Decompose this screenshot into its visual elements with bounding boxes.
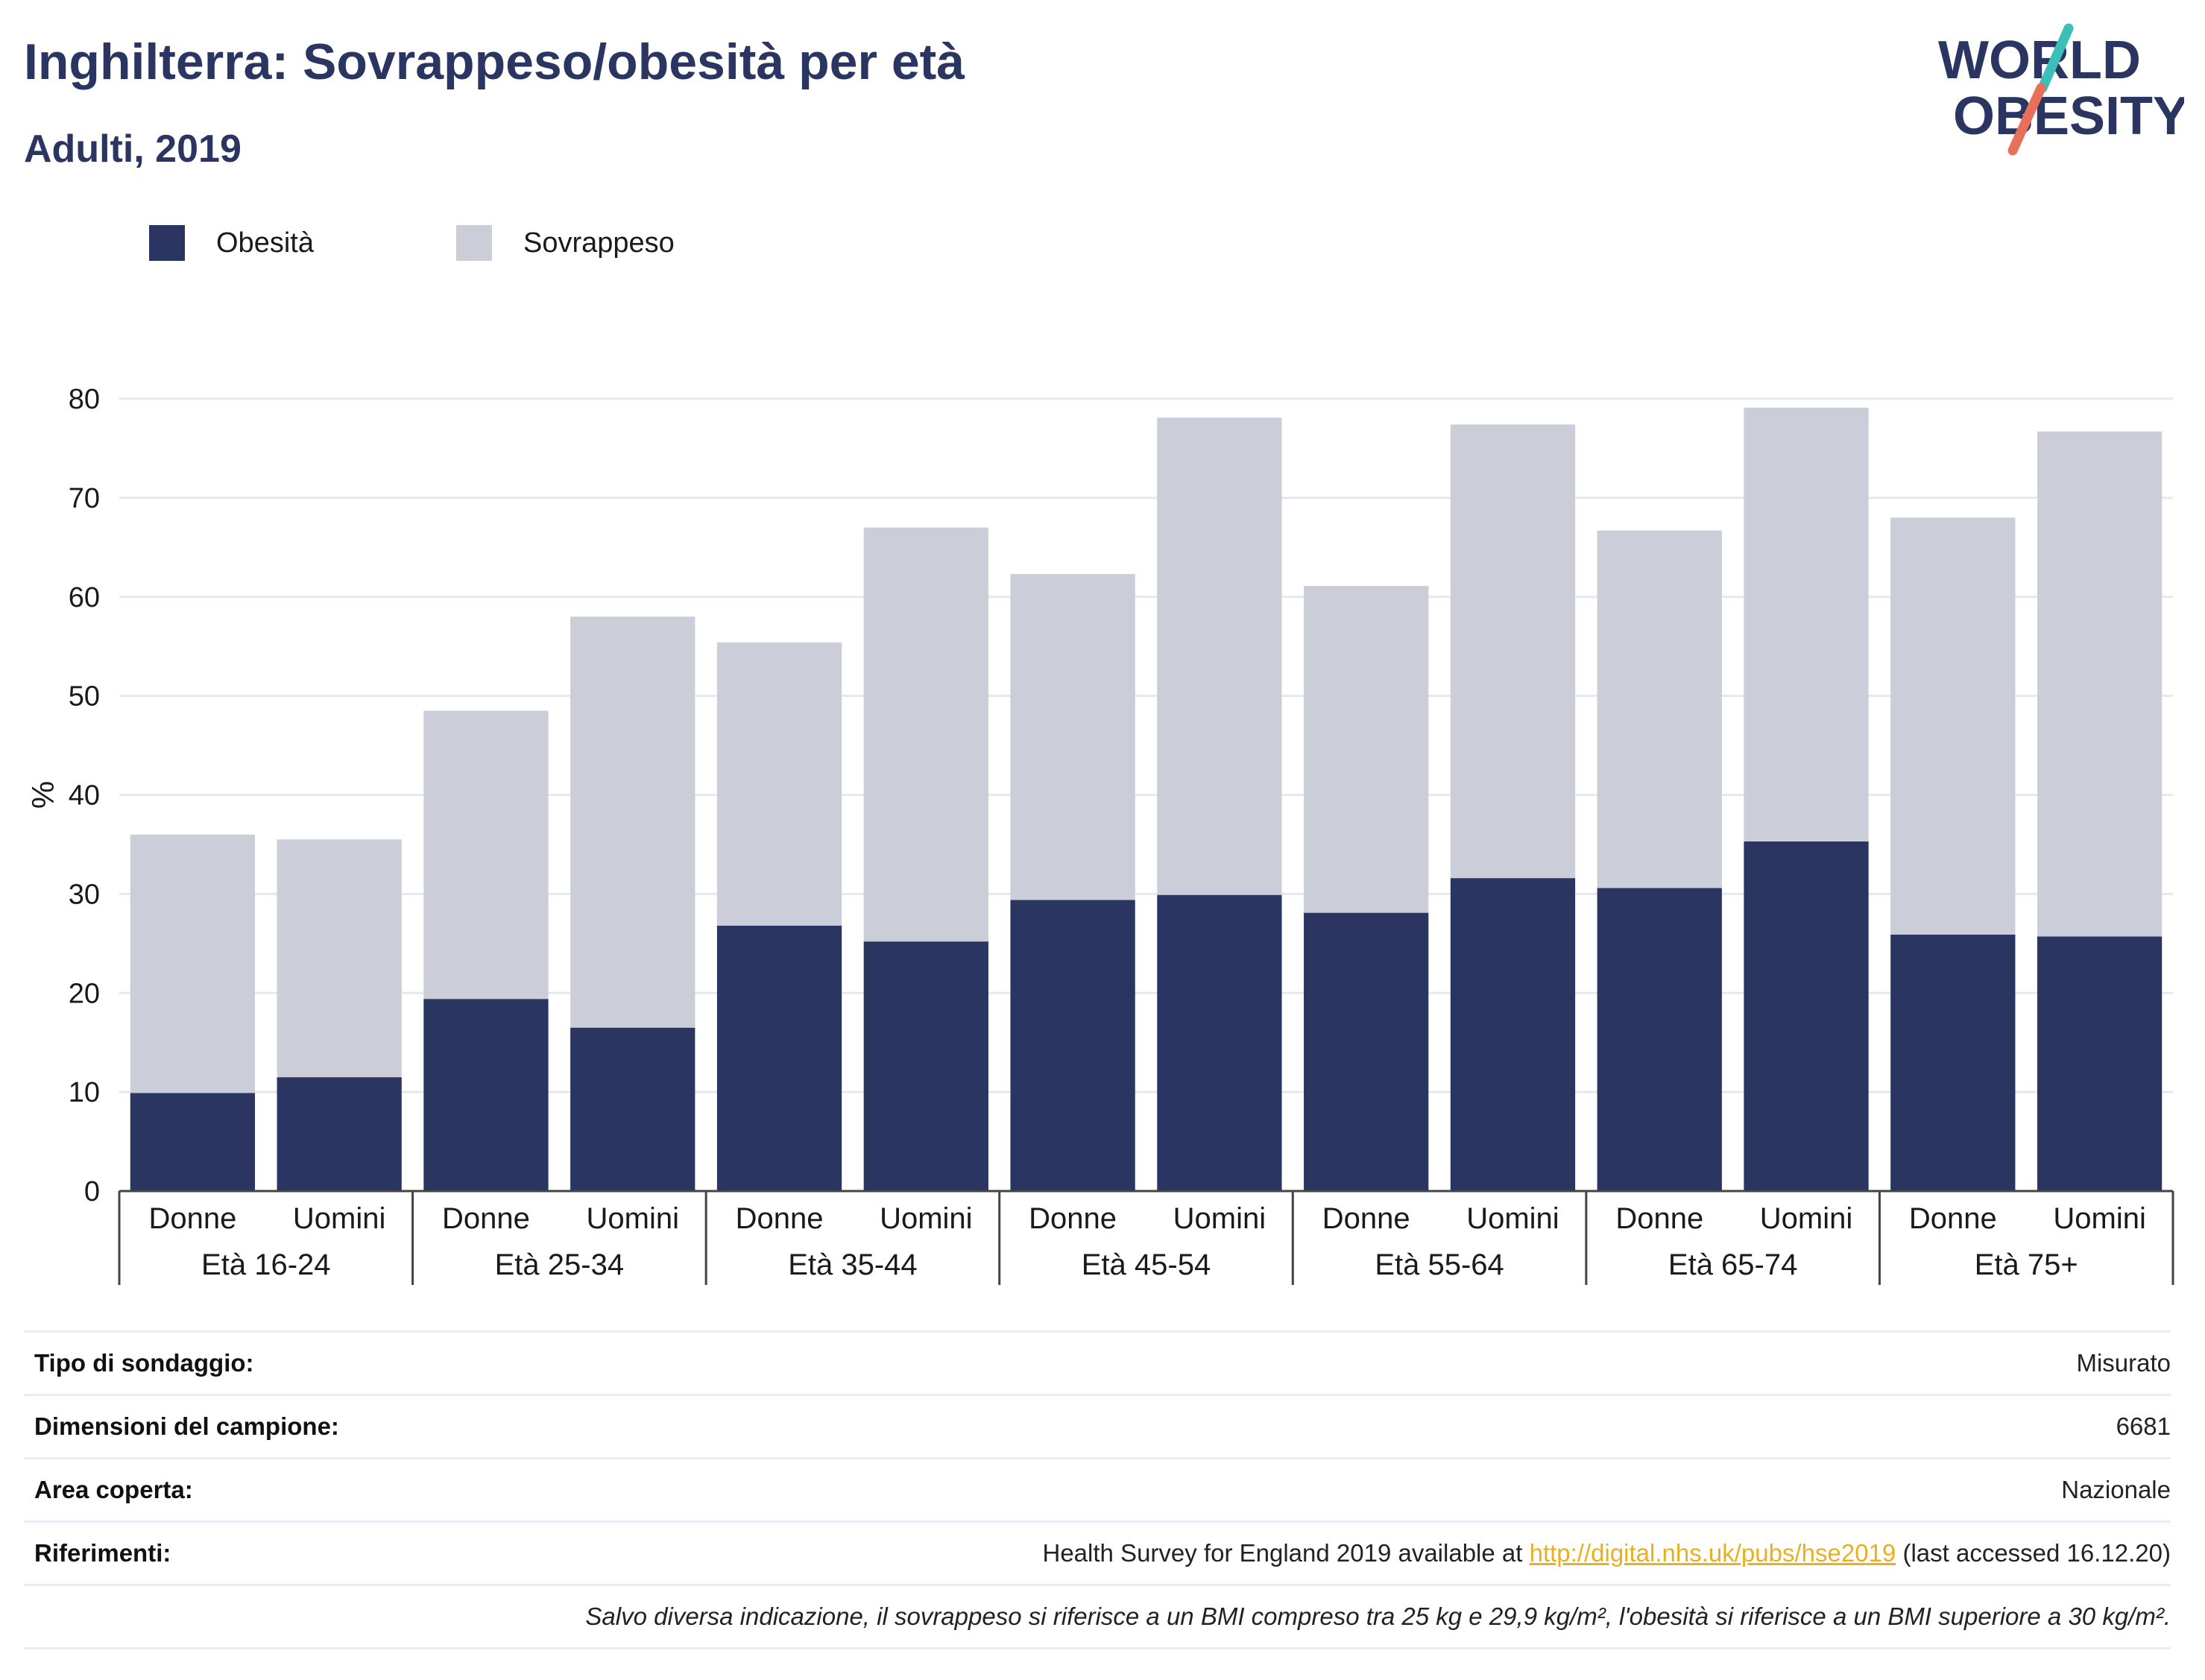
- bar-obesita: [1744, 841, 1869, 1191]
- page-title: Inghilterra: Sovrappeso/obesità per età: [24, 34, 965, 90]
- x-tick-label: Uomini: [2053, 1202, 2145, 1235]
- bar-sovrappeso: [1450, 424, 1576, 879]
- bar-sovrappeso: [277, 839, 402, 1078]
- x-tick-label: Uomini: [1466, 1202, 1559, 1235]
- legend-label-obesita: Obesità: [216, 227, 314, 259]
- group-label: Età 35-44: [788, 1248, 917, 1281]
- group-label: Età 16-24: [201, 1248, 330, 1281]
- x-tick-label: Uomini: [293, 1202, 385, 1235]
- bar-sovrappeso: [2037, 431, 2163, 937]
- references-prefix: Health Survey for England 2019 available…: [1042, 1539, 1530, 1567]
- y-tick-label: 40: [69, 780, 100, 812]
- bar-sovrappeso: [1157, 417, 1282, 895]
- bar-obesita: [1157, 894, 1282, 1191]
- bar-obesita: [130, 1093, 256, 1191]
- bar-sovrappeso: [1890, 517, 2016, 935]
- bar-obesita: [1890, 934, 2016, 1191]
- info-row-survey-type: Tipo di sondaggio: Misurato: [24, 1330, 2171, 1394]
- bar-obesita: [2037, 936, 2163, 1191]
- info-value: Misurato: [2076, 1349, 2171, 1377]
- bmi-note: Salvo diversa indicazione, il sovrappeso…: [585, 1602, 2171, 1630]
- stacked-bar-chart: 0 10 20 30 40 50 60 70 80% Donne Uomini Donne Uomini…: [25, 384, 2174, 1285]
- y-tick-label: 50: [69, 681, 100, 713]
- legend-swatch-obesita: [149, 225, 185, 261]
- bar-obesita: [423, 999, 549, 1191]
- group-label: Età 65-74: [1668, 1248, 1797, 1281]
- info-table: Tipo di sondaggio: Misurato Dimensioni d…: [24, 1330, 2171, 1649]
- y-tick-label: 0: [84, 1176, 100, 1207]
- y-tick-label: 70: [69, 483, 100, 514]
- group-label: Età 75+: [1975, 1248, 2078, 1281]
- x-tick-label: Donne: [442, 1202, 530, 1235]
- group-label: Età 55-64: [1375, 1248, 1504, 1281]
- logo-line-1: WORLD: [1938, 31, 2141, 90]
- x-tick-label: Donne: [736, 1202, 824, 1235]
- legend-swatch-sovrappeso: [456, 225, 492, 261]
- bar-sovrappeso: [130, 834, 256, 1093]
- logo-line-2: OBESITY: [1953, 86, 2184, 146]
- bar-obesita: [570, 1027, 695, 1191]
- bar-sovrappeso: [570, 616, 695, 1028]
- x-tick-label: Uomini: [1760, 1202, 1852, 1235]
- bar-sovrappeso: [1010, 574, 1135, 900]
- bar-sovrappeso: [1304, 586, 1429, 913]
- info-label: Tipo di sondaggio:: [34, 1349, 254, 1377]
- y-tick-label: 30: [69, 879, 100, 910]
- info-row-references: Riferimenti: Health Survey for England 2…: [24, 1520, 2171, 1584]
- bar-sovrappeso: [863, 527, 988, 942]
- info-label: Riferimenti:: [34, 1539, 171, 1567]
- page-subtitle: Adulti, 2019: [24, 127, 242, 171]
- info-row-area: Area coperta: Nazionale: [24, 1457, 2171, 1520]
- x-tick-label: Donne: [1322, 1202, 1410, 1235]
- x-tick-label: Donne: [1909, 1202, 1997, 1235]
- bar-obesita: [716, 925, 842, 1191]
- bar-sovrappeso: [423, 710, 549, 1000]
- legend-label-sovrappeso: Sovrappeso: [523, 227, 675, 259]
- bar-sovrappeso: [1597, 530, 1722, 888]
- bar-obesita: [1304, 912, 1429, 1191]
- world-obesity-logo: WORLD OBESITY: [1938, 23, 2184, 156]
- bar-sovrappeso: [716, 642, 842, 926]
- x-tick-label: Donne: [1029, 1202, 1117, 1235]
- info-label: Area coperta:: [34, 1476, 193, 1503]
- x-tick-label: Donne: [148, 1202, 236, 1235]
- references-link[interactable]: http://digital.nhs.uk/pubs/hse2019: [1529, 1539, 1896, 1567]
- group-label: Età 25-34: [495, 1248, 624, 1281]
- info-value: Nazionale: [2061, 1476, 2171, 1503]
- x-tick-label: Uomini: [1173, 1202, 1266, 1235]
- bar-obesita: [277, 1077, 402, 1191]
- y-tick-label: 20: [69, 978, 100, 1009]
- bar-sovrappeso: [1744, 407, 1869, 841]
- x-tick-label: Donne: [1615, 1202, 1703, 1235]
- references-suffix: (last accessed 16.12.20): [1896, 1539, 2171, 1567]
- info-label: Dimensioni del campione:: [34, 1412, 339, 1440]
- y-tick-label: 60: [69, 582, 100, 613]
- references-value: Health Survey for England 2019 available…: [1043, 1539, 2171, 1567]
- note-row: Salvo diversa indicazione, il sovrappeso…: [24, 1584, 2171, 1649]
- bar-obesita: [1597, 888, 1722, 1191]
- bar-obesita: [1010, 900, 1135, 1191]
- bar-obesita: [863, 941, 988, 1191]
- y-tick-label: 10: [69, 1077, 100, 1108]
- x-tick-label: Uomini: [587, 1202, 679, 1235]
- bar-obesita: [1450, 878, 1576, 1191]
- x-tick-label: Uomini: [880, 1202, 972, 1235]
- y-tick-label: 80: [69, 384, 100, 415]
- y-axis-label: %: [25, 781, 60, 809]
- group-label: Età 45-54: [1082, 1248, 1211, 1281]
- info-value: 6681: [2116, 1412, 2171, 1440]
- info-row-sample-size: Dimensioni del campione: 6681: [24, 1394, 2171, 1457]
